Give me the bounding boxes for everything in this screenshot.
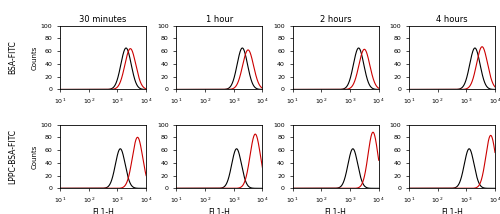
Title: 1 hour: 1 hour bbox=[206, 15, 233, 24]
Title: 4 hours: 4 hours bbox=[436, 15, 468, 24]
Y-axis label: Counts: Counts bbox=[32, 144, 38, 169]
X-axis label: FL1-H: FL1-H bbox=[208, 208, 231, 214]
X-axis label: FL1-H: FL1-H bbox=[92, 208, 114, 214]
Title: 30 minutes: 30 minutes bbox=[80, 15, 127, 24]
X-axis label: FL1-H: FL1-H bbox=[324, 208, 346, 214]
Title: 2 hours: 2 hours bbox=[320, 15, 352, 24]
X-axis label: FL1-H: FL1-H bbox=[441, 208, 463, 214]
Y-axis label: Counts: Counts bbox=[32, 45, 38, 70]
Text: BSA-FITC: BSA-FITC bbox=[8, 41, 17, 74]
Text: LPPC-BSA-FITC: LPPC-BSA-FITC bbox=[8, 129, 17, 184]
